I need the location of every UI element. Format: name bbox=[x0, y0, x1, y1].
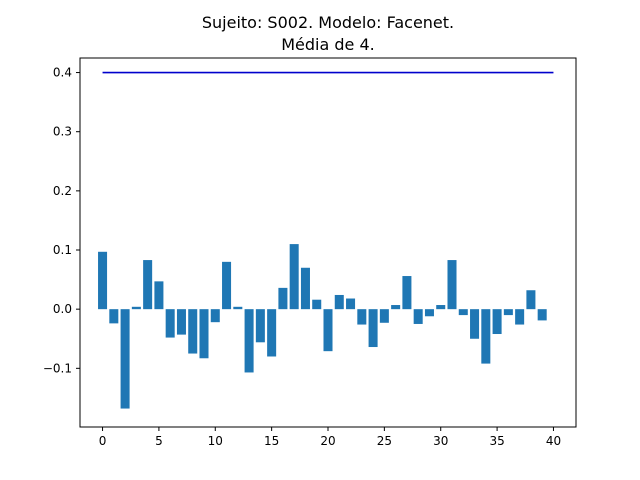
chart-title: Sujeito: S002. Modelo: Facenet. bbox=[202, 13, 454, 32]
bar bbox=[379, 309, 389, 323]
bar bbox=[165, 309, 175, 338]
bar bbox=[278, 287, 288, 310]
bar bbox=[98, 251, 108, 310]
bar bbox=[447, 260, 457, 310]
bar bbox=[199, 309, 209, 359]
bar bbox=[312, 299, 322, 310]
bar bbox=[391, 305, 401, 310]
x-tick-label: 35 bbox=[489, 434, 504, 448]
bar bbox=[424, 309, 434, 317]
bar bbox=[537, 309, 547, 321]
bar bbox=[267, 309, 277, 357]
y-tick-label: 0.2 bbox=[53, 184, 72, 198]
bar bbox=[368, 309, 378, 348]
bar bbox=[492, 309, 502, 335]
bar bbox=[109, 309, 119, 324]
bar bbox=[334, 294, 344, 310]
bar bbox=[357, 309, 367, 325]
bar bbox=[413, 309, 423, 324]
bar bbox=[188, 309, 198, 354]
bar bbox=[346, 298, 356, 310]
chart-subtitle: Média de 4. bbox=[281, 35, 375, 54]
bar bbox=[526, 290, 536, 310]
bar bbox=[120, 309, 130, 409]
x-tick-label: 25 bbox=[377, 434, 392, 448]
bar bbox=[300, 267, 310, 310]
bar bbox=[233, 306, 243, 310]
x-tick-label: 20 bbox=[320, 434, 335, 448]
bar bbox=[154, 281, 164, 310]
bar bbox=[222, 261, 232, 310]
plot-area: 0 5 10 15 20 25 30 35 40 −0.1 0.0 0.1 0.2 0.3 0.4 bbox=[43, 57, 577, 448]
bar bbox=[176, 309, 186, 335]
y-tick-label: 0.4 bbox=[53, 66, 72, 80]
y-tick-label: 0.1 bbox=[53, 243, 72, 257]
bar bbox=[470, 309, 480, 339]
bar bbox=[210, 309, 220, 323]
x-tick-label: 10 bbox=[208, 434, 223, 448]
x-tick-label: 0 bbox=[99, 434, 107, 448]
y-tick-label: 0.0 bbox=[53, 302, 72, 316]
bar bbox=[503, 309, 513, 316]
y-tick-label: −0.1 bbox=[43, 361, 72, 375]
x-tick-label: 15 bbox=[264, 434, 279, 448]
bar bbox=[402, 276, 412, 310]
bar bbox=[481, 309, 491, 364]
bar bbox=[458, 309, 468, 316]
bar bbox=[255, 309, 265, 343]
bar bbox=[323, 309, 333, 352]
y-tick-label: 0.3 bbox=[53, 125, 72, 139]
bar bbox=[244, 309, 254, 373]
bar bbox=[143, 260, 153, 310]
bar bbox=[436, 305, 446, 310]
x-tick-label: 30 bbox=[433, 434, 448, 448]
bar bbox=[131, 306, 141, 310]
x-tick-label: 40 bbox=[546, 434, 561, 448]
x-tick-label: 5 bbox=[155, 434, 163, 448]
bar bbox=[515, 309, 525, 325]
bar bbox=[289, 244, 299, 310]
